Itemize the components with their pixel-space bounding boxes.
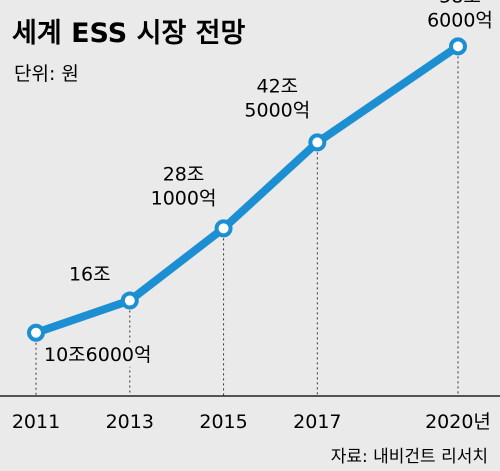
data-label: 28조 <box>163 163 205 185</box>
data-point-2013 <box>120 291 139 310</box>
data-label: 16조 <box>69 264 111 286</box>
x-tick-label: 2013 <box>106 411 154 433</box>
data-point-2017 <box>308 133 327 152</box>
data-label: 1000억 <box>151 187 217 209</box>
data-label: 5000억 <box>244 99 310 121</box>
chart-title: 세계 ESS 시장 전망 <box>12 18 246 49</box>
label-background <box>42 342 164 367</box>
data-label: 58조 <box>439 0 481 7</box>
unit-label: 단위: 원 <box>14 63 79 85</box>
x-tick-label: 2020년 <box>425 411 491 433</box>
data-point-2020년 <box>449 37 467 56</box>
data-label: 6000억 <box>427 9 493 31</box>
x-tick-label: 2015 <box>199 411 247 433</box>
source-label: 자료: 내비건트 리서치 <box>331 447 488 467</box>
x-tick-label: 2011 <box>12 411 60 433</box>
data-point-2015 <box>214 219 233 238</box>
series-line <box>32 42 462 337</box>
x-tick-label: 2017 <box>293 411 341 433</box>
data-label: 10조6000억 <box>44 344 152 366</box>
data-label: 42조 <box>256 75 298 97</box>
data-point-2011 <box>27 323 45 342</box>
